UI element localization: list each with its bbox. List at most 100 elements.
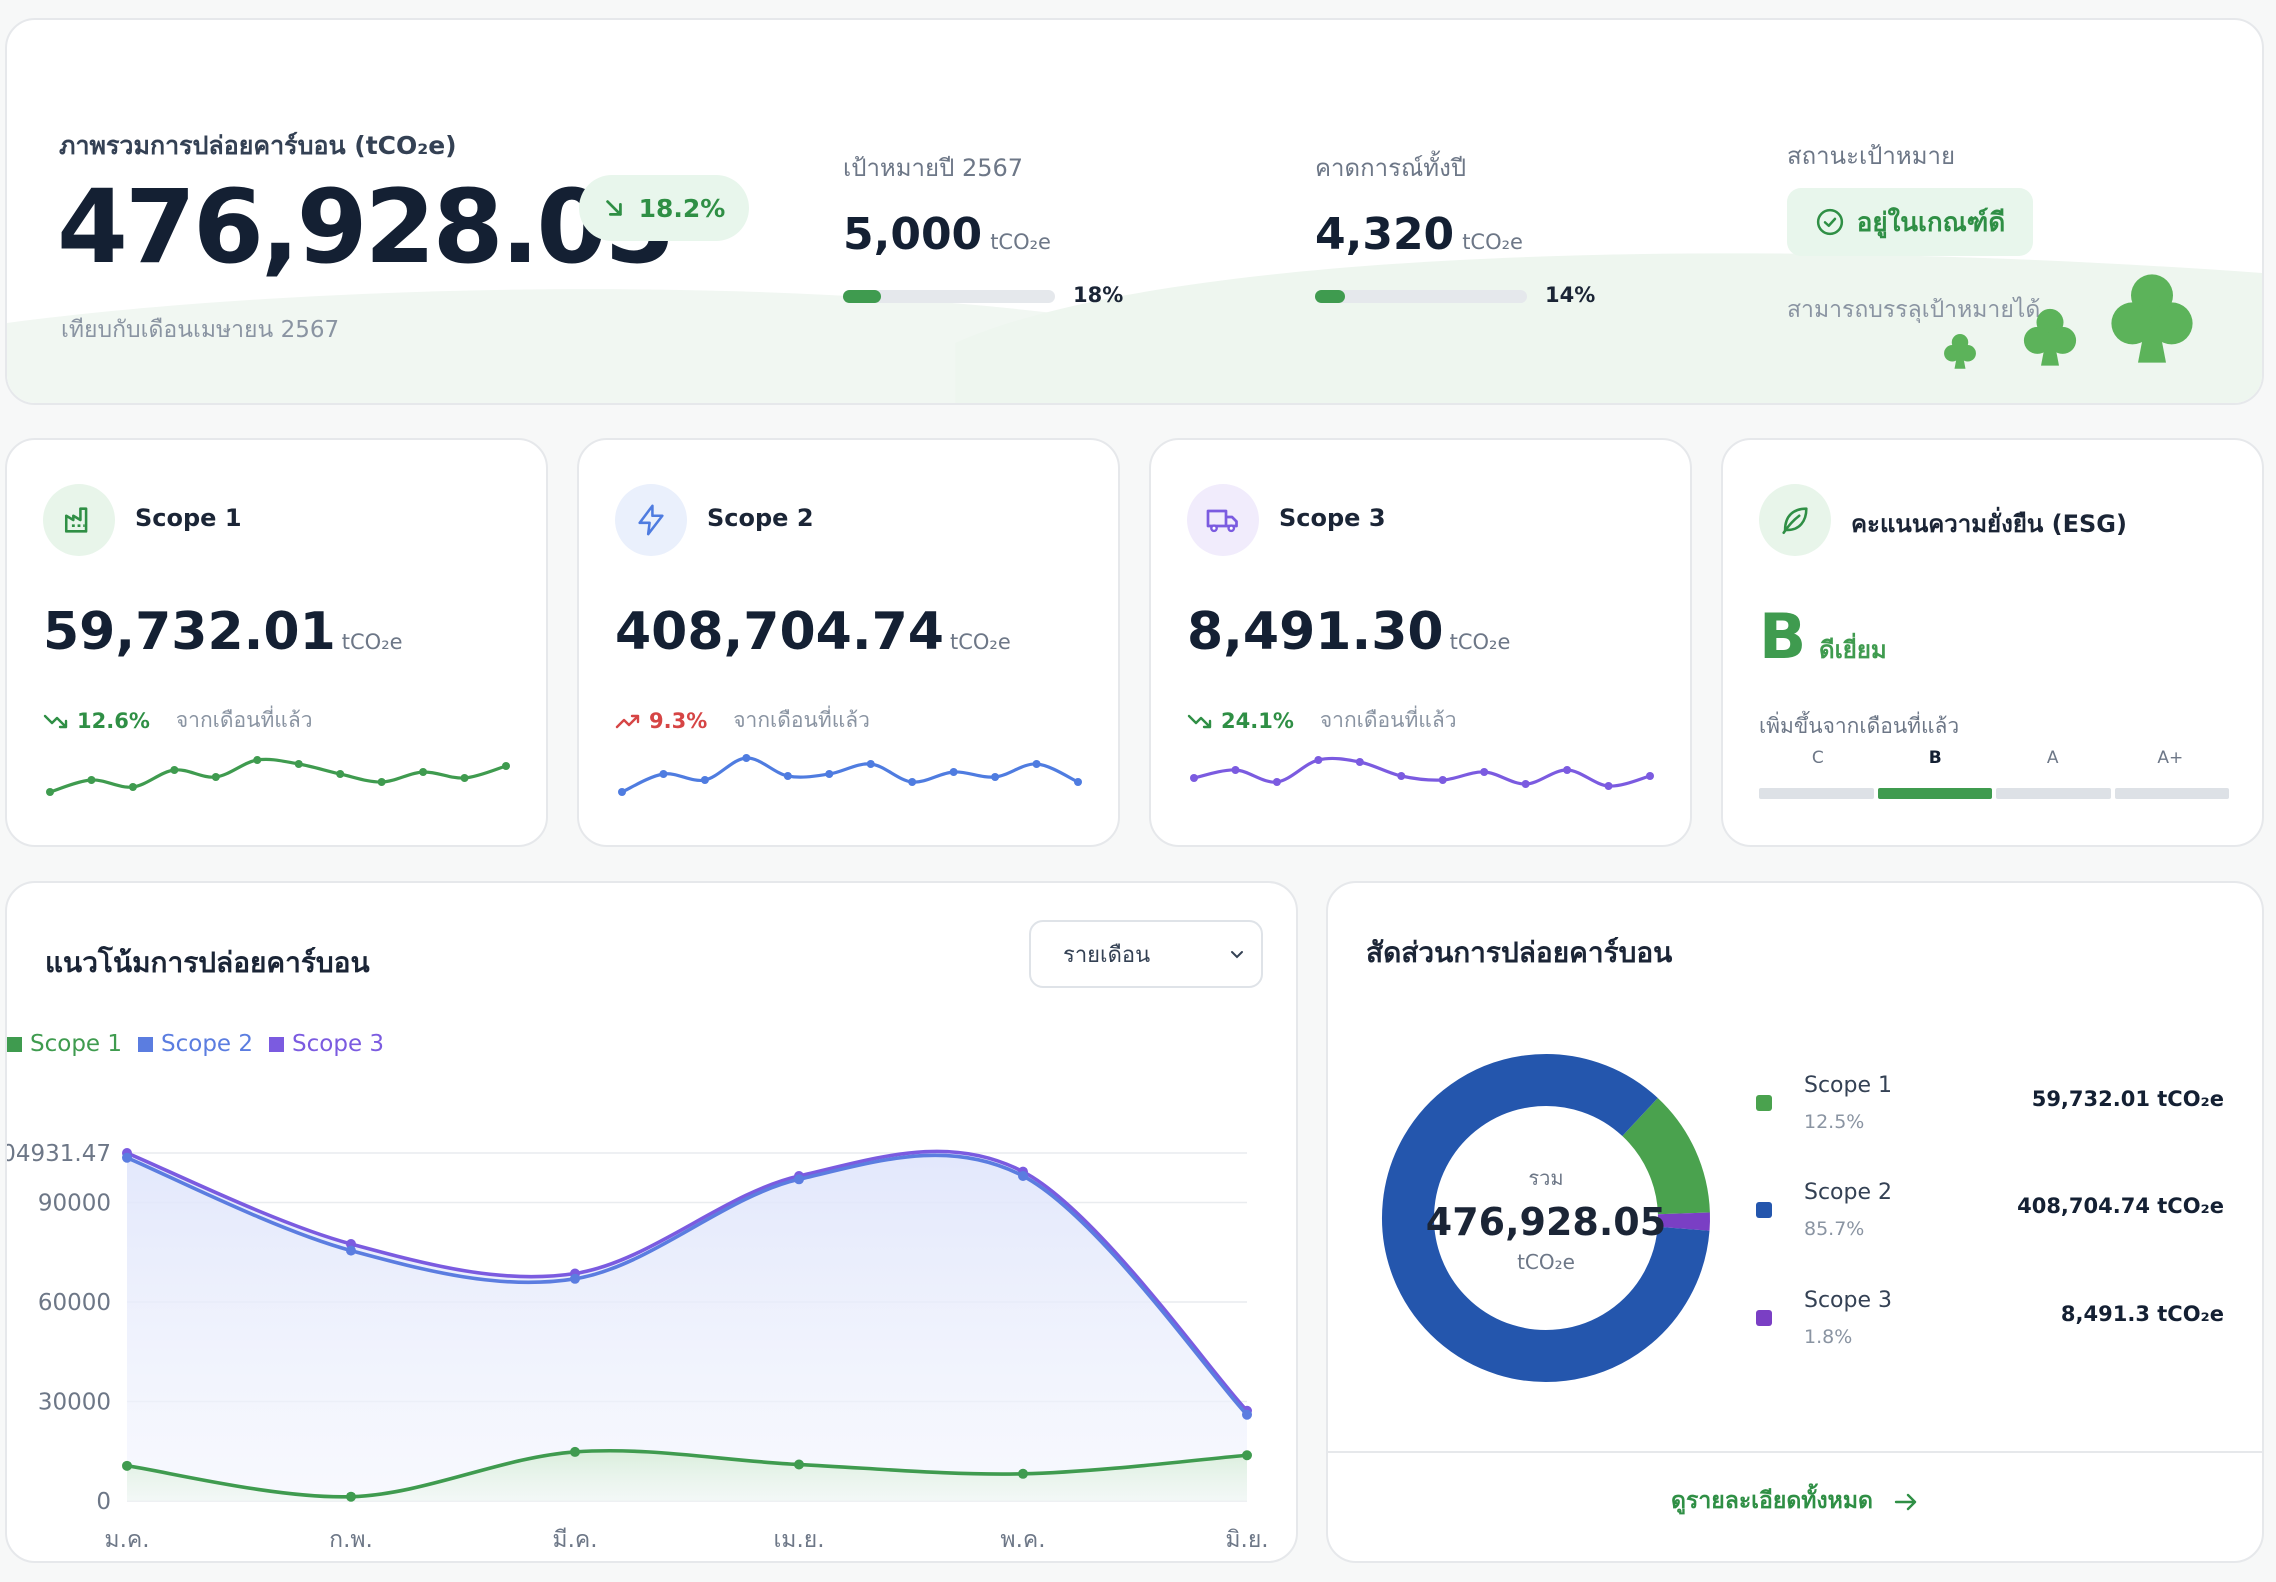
data-point[interactable]: [1018, 1468, 1028, 1479]
donut-slice[interactable]: [1621, 1098, 1710, 1215]
data-point[interactable]: [794, 1459, 804, 1470]
trend-down-icon: [43, 714, 68, 728]
share-legend-item: Scope 3 1.8% 8,491.3 tCO₂e: [1754, 1288, 2224, 1358]
target-progress-text: 18%: [1073, 283, 1124, 307]
target-kpi: เป้าหมายปี 2567 5,000 tCO₂e 18%: [843, 148, 1123, 307]
hills-background: [7, 253, 2262, 403]
data-point[interactable]: [346, 1245, 356, 1256]
scope1-sparkline: [46, 756, 510, 796]
total-emission-value: 476,928.05: [57, 168, 675, 287]
x-tick-label: มี.ค.: [552, 1527, 597, 1553]
legend-item[interactable]: Scope 3: [269, 1031, 384, 1057]
scope2-unit: tCO₂e: [949, 630, 1011, 654]
y-tick-label: 0: [96, 1489, 111, 1515]
status-badge-text: อยู่ในเกณฑ์ดี: [1856, 207, 2006, 238]
series-line: [126, 1153, 1249, 1417]
sparkline-point: [1521, 780, 1530, 788]
y-tick-label: 60000: [38, 1290, 111, 1316]
forecast-unit: tCO₂e: [1462, 230, 1523, 254]
share-legend-value: 59,732.01 tCO₂e: [2031, 1087, 2224, 1111]
legend-swatch: [1756, 1310, 1772, 1326]
total-change-badge: 18.2%: [579, 175, 749, 241]
sparkline-point: [742, 754, 751, 762]
data-point[interactable]: [570, 1273, 580, 1284]
legend-item[interactable]: Scope 2: [138, 1031, 253, 1057]
sparkline-point: [1190, 774, 1198, 782]
scope2-title: Scope 2: [707, 504, 814, 532]
scope3-change-note: จากเดือนที่แล้ว: [1319, 708, 1457, 732]
donut-slice[interactable]: [1382, 1054, 1710, 1382]
sparkline-point: [659, 770, 668, 778]
trend-down-icon: [1187, 714, 1212, 728]
data-point[interactable]: [122, 1460, 132, 1471]
sparkline-point: [1314, 756, 1323, 764]
share-legend-item: Scope 1 12.5% 59,732.01 tCO₂e: [1754, 1073, 2224, 1143]
legend-swatch: [1756, 1202, 1772, 1218]
view-all-text: ดูรายละเอียดทั้งหมด: [1671, 1488, 1873, 1514]
lightning-icon: [615, 484, 687, 556]
share-legend-pct: 85.7%: [1804, 1218, 1865, 1240]
x-tick-label: มิ.ย.: [1225, 1527, 1268, 1553]
share-legend-value: 408,704.74 tCO₂e: [2017, 1194, 2224, 1218]
status-label: สถานะเป้าหมาย: [1787, 142, 1956, 170]
data-point[interactable]: [1242, 1450, 1252, 1461]
legend-label: Scope 1: [30, 1031, 123, 1057]
scope1-change: 12.6% จากเดือนที่แล้ว: [43, 704, 313, 737]
scope2-number: 408,704.74: [615, 602, 944, 662]
sparkline-point: [949, 768, 958, 776]
esg-scale-label: A: [2046, 748, 2059, 768]
sparkline-point: [128, 783, 137, 791]
esg-scale-segment: [1996, 788, 2111, 799]
target-value: 5,000 tCO₂e: [843, 209, 1051, 260]
esg-scale-label: C: [1811, 748, 1824, 768]
esg-card[interactable]: คะแนนความยั่งยืน (ESG) B ดีเยี่ยม เพิ่มข…: [1721, 438, 2264, 847]
factory-icon: [43, 484, 115, 556]
donut-center-label: รวม: [1528, 1166, 1564, 1190]
legend-swatch: [269, 1036, 285, 1052]
sparkline-point: [1438, 776, 1447, 784]
scope2-value: 408,704.74 tCO₂e: [615, 602, 1011, 662]
sparkline-point: [991, 773, 1000, 781]
status-badge: อยู่ในเกณฑ์ดี: [1787, 188, 2033, 256]
scope3-value: 8,491.30 tCO₂e: [1187, 602, 1510, 662]
scope2-sparkline: [618, 754, 1082, 796]
truck-icon: [1187, 484, 1259, 556]
divider: [1328, 1451, 2262, 1453]
trend-up-icon: [615, 714, 640, 728]
scope1-card[interactable]: Scope 1 59,732.01 tCO₂e 12.6% จากเดือนที่…: [5, 438, 548, 847]
sparkline-point: [1397, 772, 1406, 780]
trend-title: แนวโน้มการปล่อยคาร์บอน: [45, 946, 370, 979]
sparkline-point: [253, 756, 262, 764]
data-point[interactable]: [122, 1152, 132, 1163]
period-select[interactable]: รายเดือน: [1029, 920, 1263, 988]
sparkline-point: [502, 762, 510, 770]
scope2-change-note: จากเดือนที่แล้ว: [733, 708, 870, 732]
legend-label: Scope 2: [161, 1031, 254, 1057]
scope3-card[interactable]: Scope 3 8,491.30 tCO₂e 24.1% จากเดือนที่แ…: [1149, 438, 1692, 847]
legend-swatch: [7, 1036, 22, 1052]
share-legend-name: Scope 1: [1804, 1073, 1893, 1098]
sparkline-point: [336, 770, 345, 778]
view-all-link[interactable]: ดูรายละเอียดทั้งหมด: [1328, 1483, 2262, 1519]
scope2-card[interactable]: Scope 2 408,704.74 tCO₂e 9.3% จากเดือนที่…: [577, 438, 1120, 847]
data-point[interactable]: [346, 1491, 356, 1502]
forecast-label: คาดการณ์ทั้งปี: [1315, 154, 1467, 182]
forecast-progress-text: 14%: [1545, 283, 1596, 307]
legend-item[interactable]: Scope 1: [7, 1031, 122, 1057]
series-area: [127, 1151, 1247, 1501]
data-point[interactable]: [794, 1174, 804, 1185]
data-point[interactable]: [1242, 1409, 1252, 1420]
y-tick-label: 104931.47: [7, 1141, 111, 1167]
donut-center-unit: tCO₂e: [1517, 1250, 1575, 1274]
x-tick-label: ก.พ.: [329, 1527, 373, 1553]
sparkline-point: [170, 766, 179, 774]
sparkline-point: [1231, 766, 1240, 774]
sparkline-path: [621, 756, 1079, 794]
sparkline-point: [1272, 778, 1281, 786]
share-legend-name: Scope 3: [1804, 1288, 1893, 1313]
data-point[interactable]: [1018, 1170, 1028, 1181]
sparkline-point: [1074, 778, 1082, 786]
data-point[interactable]: [570, 1446, 580, 1457]
y-tick-label: 30000: [38, 1390, 111, 1416]
sparkline-point: [825, 770, 834, 778]
